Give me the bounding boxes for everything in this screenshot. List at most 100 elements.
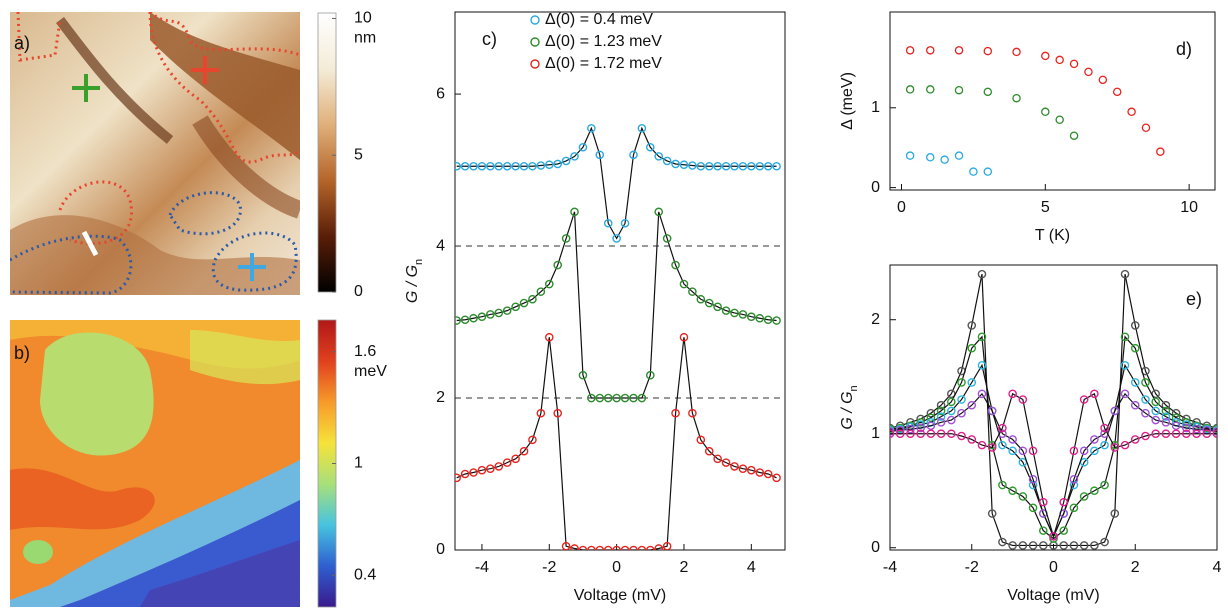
data-point (1141, 431, 1150, 441)
data-point (936, 412, 946, 421)
y-axis-label: G / Gn (839, 385, 860, 429)
data-point (1130, 400, 1140, 410)
data-point (536, 408, 546, 418)
data-point (1151, 406, 1160, 416)
plot-area (890, 269, 1217, 550)
data-point (983, 87, 993, 97)
data-point (954, 85, 964, 95)
data-point (671, 408, 680, 418)
x-axis-label: Voltage (mV) (1007, 587, 1099, 604)
data-point (528, 294, 537, 304)
y-tick-label: 0 (436, 541, 445, 558)
data-point (679, 279, 689, 289)
data-point (713, 161, 722, 171)
data-point (987, 406, 997, 416)
data-point (1090, 435, 1099, 444)
data-point (967, 400, 977, 410)
data-point (957, 378, 966, 387)
data-point (926, 408, 936, 418)
data-point (511, 302, 520, 312)
y-tick-label: 1 (871, 99, 880, 116)
data-point (1202, 429, 1212, 439)
data-point (1110, 509, 1120, 518)
data-point (936, 418, 946, 427)
y-tick-label: 6 (436, 85, 445, 102)
data-point (544, 160, 554, 170)
data-point (1079, 541, 1089, 550)
panel-label: d) (1176, 39, 1192, 59)
data-point (916, 423, 925, 433)
data-point (1090, 486, 1099, 496)
y-axis-label-main: G / G (404, 265, 421, 303)
data-point (553, 260, 563, 270)
data-point (469, 161, 478, 171)
data-point (926, 429, 936, 439)
data-point (646, 370, 655, 380)
data-point (1008, 389, 1017, 399)
data-point (1182, 423, 1191, 433)
data-point (494, 462, 504, 471)
data-point (455, 316, 461, 325)
data-point (967, 435, 977, 444)
data-point (570, 207, 579, 217)
data-point (519, 298, 529, 308)
data-point (671, 260, 680, 270)
panel-label: a) (14, 33, 30, 53)
data-point (721, 458, 731, 467)
data-point (595, 545, 605, 550)
topography-image (10, 12, 300, 295)
data-point (905, 151, 915, 160)
data-point (977, 389, 987, 399)
data-point (519, 446, 529, 456)
data-point (1110, 443, 1120, 452)
data-point (1141, 408, 1150, 418)
x-tick-label: 4 (747, 559, 756, 576)
data-point (967, 321, 977, 330)
data-point (730, 462, 739, 471)
data-point (713, 302, 722, 312)
data-point (1130, 435, 1140, 444)
data-point (570, 544, 579, 550)
data-point (696, 161, 706, 171)
data-point (905, 46, 915, 55)
data-point (587, 393, 596, 403)
panel-label: e) (1186, 289, 1202, 309)
data-point (936, 429, 946, 439)
data-point (1090, 389, 1099, 399)
data-point (947, 415, 956, 425)
data-point (721, 306, 731, 315)
data-point (1059, 497, 1069, 507)
data-point (730, 161, 739, 171)
data-point (738, 161, 748, 171)
data-point (662, 156, 672, 166)
data-point (1069, 59, 1079, 69)
data-point (502, 306, 512, 315)
data-point (1141, 123, 1151, 132)
data-point (603, 218, 613, 228)
gap-map-image (10, 320, 300, 607)
x-tick-label: 5 (1041, 199, 1050, 216)
data-point (536, 161, 546, 170)
data-point (688, 408, 697, 418)
panel-label: c) (482, 29, 497, 49)
data-point (637, 393, 647, 403)
y-axis-label: G / Gn (404, 259, 425, 303)
data-point (895, 429, 905, 439)
data-point (1110, 406, 1120, 416)
legend-label: Δ(0) = 1.23 meV (545, 33, 662, 50)
data-point (1069, 475, 1079, 484)
data-point (469, 313, 478, 323)
data-point (755, 161, 765, 171)
fit-line (456, 126, 777, 240)
data-point (1008, 435, 1017, 444)
data-point (763, 315, 773, 325)
data-point (587, 123, 596, 133)
data-point (620, 545, 630, 550)
data-point (1069, 480, 1079, 490)
data-point (947, 397, 956, 407)
data-point (1141, 395, 1150, 404)
data-point (544, 332, 554, 342)
data-point (502, 458, 512, 467)
colorbar-unit: nm (354, 30, 376, 47)
data-point (1028, 480, 1038, 490)
